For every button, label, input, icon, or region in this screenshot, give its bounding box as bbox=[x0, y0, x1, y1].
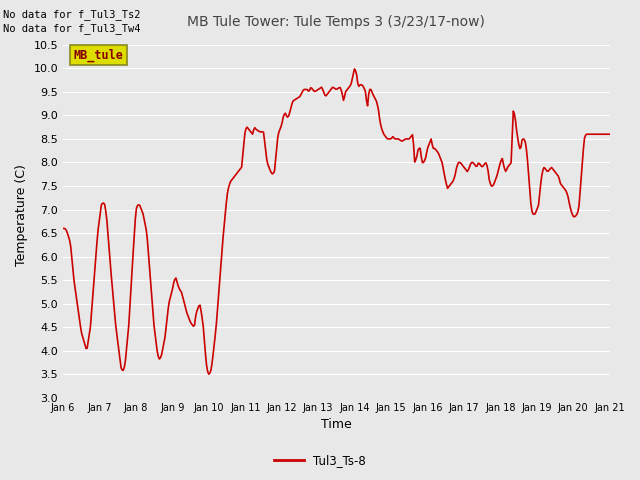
Text: MB_tule: MB_tule bbox=[74, 48, 124, 62]
X-axis label: Time: Time bbox=[321, 419, 352, 432]
Legend: Tul3_Ts-8: Tul3_Ts-8 bbox=[269, 449, 371, 472]
Y-axis label: Temperature (C): Temperature (C) bbox=[15, 165, 28, 266]
Text: No data for f_Tul3_Ts2: No data for f_Tul3_Ts2 bbox=[3, 9, 141, 20]
Title: MB Tule Tower: Tule Temps 3 (3/23/17-now): MB Tule Tower: Tule Temps 3 (3/23/17-now… bbox=[188, 15, 485, 29]
Text: No data for f_Tul3_Tw4: No data for f_Tul3_Tw4 bbox=[3, 23, 141, 34]
